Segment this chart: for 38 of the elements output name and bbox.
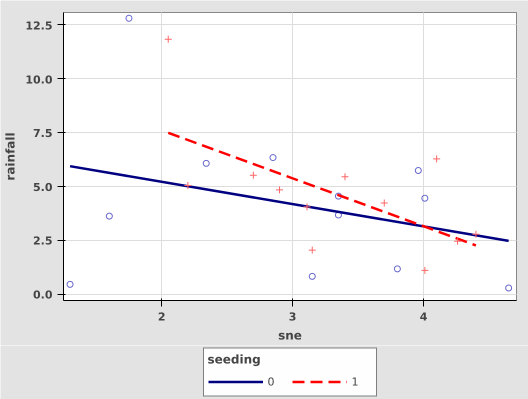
x-tick-label: 3 xyxy=(288,310,296,324)
point xyxy=(334,212,342,219)
point xyxy=(454,237,462,246)
point xyxy=(421,194,428,202)
point xyxy=(164,35,172,44)
legend-label: 1 xyxy=(352,375,360,388)
y-tick-label: 2.5 xyxy=(33,234,53,248)
point xyxy=(125,14,132,22)
y-tick-label: 10.0 xyxy=(25,73,53,86)
point xyxy=(276,186,284,194)
point xyxy=(308,272,316,280)
legend-title: seeding xyxy=(208,352,262,366)
x-tick-label: 4 xyxy=(420,310,428,324)
point xyxy=(505,284,512,292)
point xyxy=(66,280,74,288)
point xyxy=(334,192,342,200)
point xyxy=(269,154,276,162)
point xyxy=(414,166,422,174)
point xyxy=(184,182,192,190)
point xyxy=(380,198,388,207)
point xyxy=(420,266,429,274)
point xyxy=(308,246,316,254)
legend-label: 0 xyxy=(268,375,276,388)
y-tick-label: 7.5 xyxy=(33,127,53,140)
y-tick-label: 5.0 xyxy=(33,180,53,194)
x-tick-label: 2 xyxy=(158,310,166,324)
y-tick-label: 12.5 xyxy=(25,19,52,32)
point xyxy=(249,171,258,180)
x-axis-title: sne xyxy=(278,328,302,342)
point xyxy=(394,265,401,272)
point xyxy=(432,154,441,163)
point xyxy=(202,160,210,167)
point xyxy=(303,202,312,211)
point xyxy=(472,230,480,238)
point xyxy=(106,212,113,220)
y-tick-label: 0.0 xyxy=(33,288,53,302)
point xyxy=(340,172,349,181)
y-axis-title: rainfall xyxy=(3,132,18,181)
